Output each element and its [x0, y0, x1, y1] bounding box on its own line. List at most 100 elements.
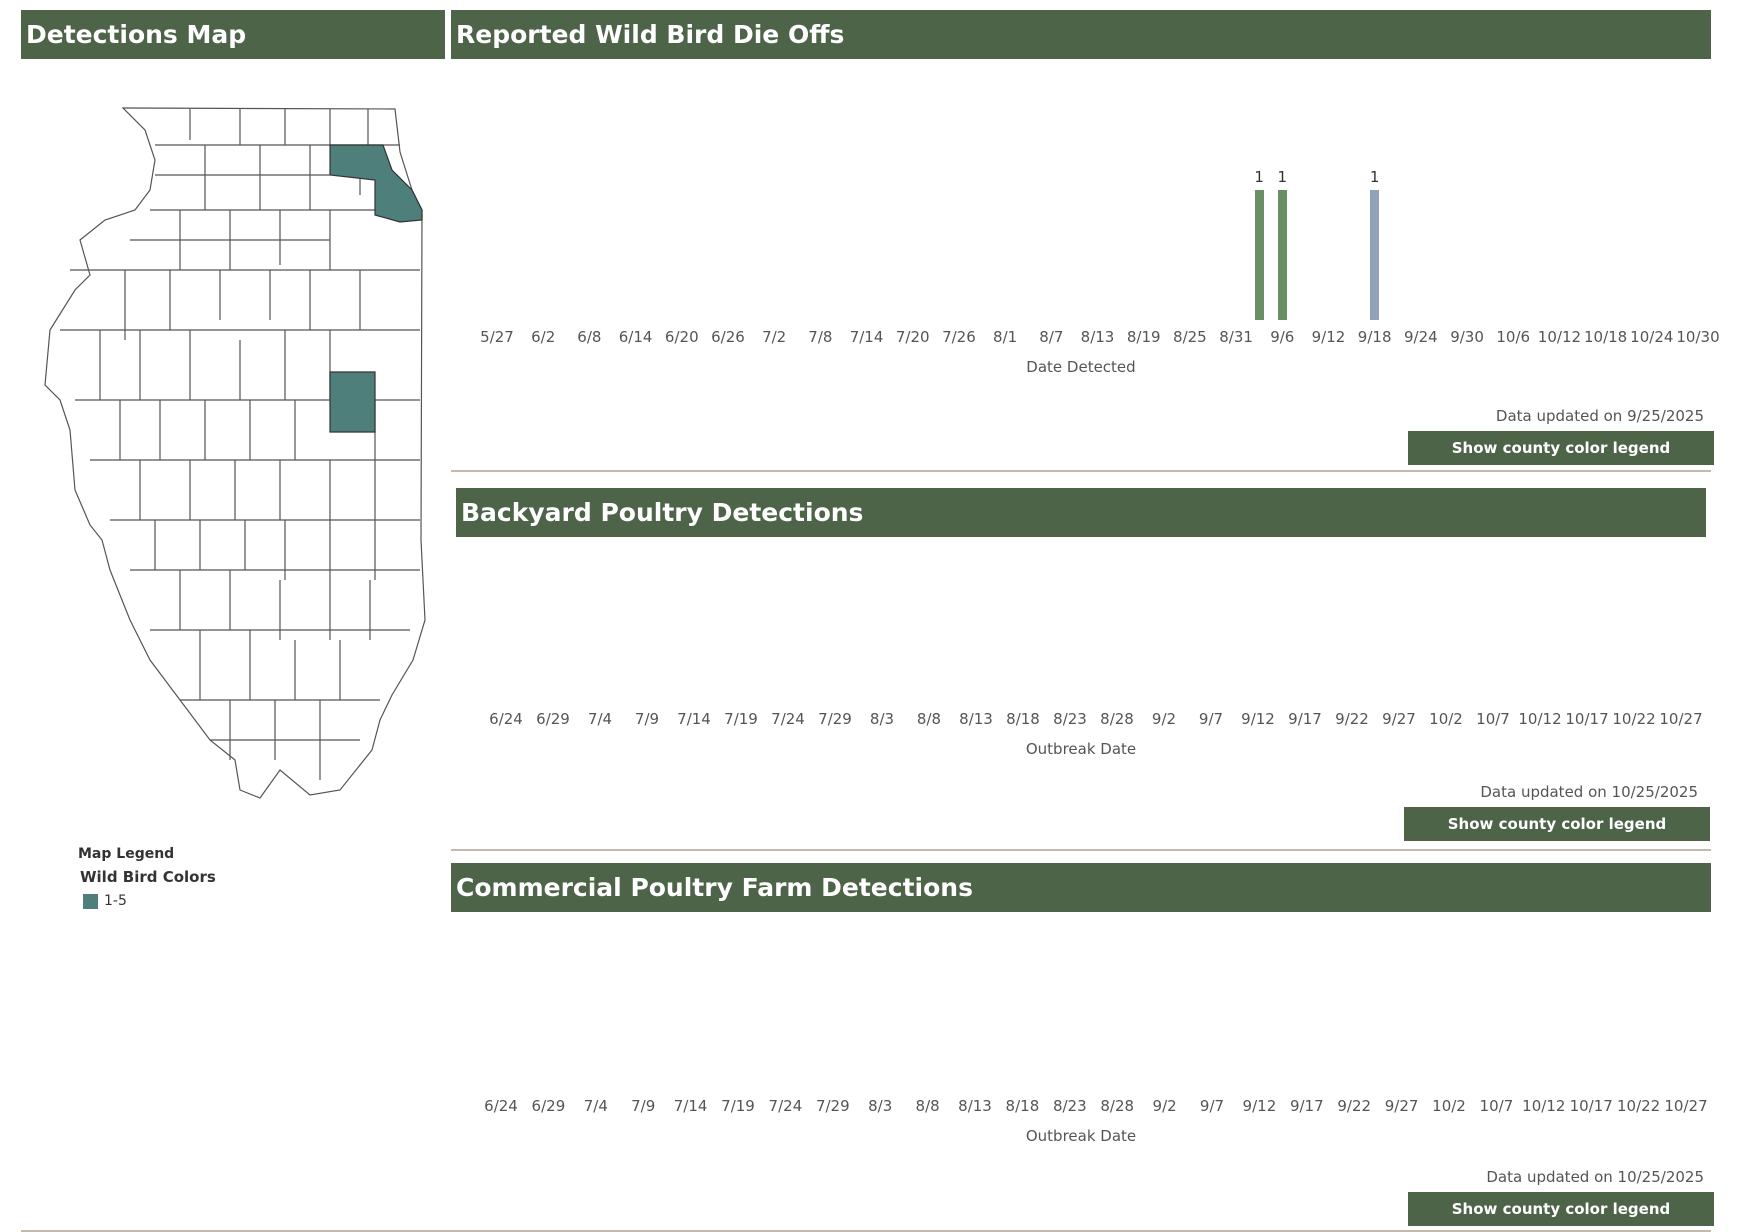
x-tick-label: 10/17 — [1565, 710, 1609, 728]
chart-bar[interactable] — [1370, 190, 1380, 320]
chart-bar[interactable] — [1277, 190, 1287, 320]
x-tick-label: 10/18 — [1583, 328, 1628, 346]
state-outline — [44, 107, 426, 799]
x-tick-label: 8/7 — [1039, 328, 1064, 346]
x-tick-label: 9/22 — [1335, 710, 1369, 728]
x-tick-label: 6/26 — [711, 328, 745, 346]
x-tick-label: 6/2 — [531, 328, 556, 346]
x-tick-label: 10/12 — [1522, 1097, 1566, 1115]
x-tick-label: 7/14 — [849, 328, 884, 346]
wild-bird-updated: Data updated on 9/25/2025 — [1495, 407, 1704, 425]
x-tick-label: 8/28 — [1100, 710, 1134, 728]
x-tick-label: 8/23 — [1053, 710, 1087, 728]
x-tick-label: 7/24 — [768, 1097, 803, 1115]
wild-bird-legend-button[interactable]: Show county color legend — [1408, 431, 1714, 465]
x-tick-label: 9/12 — [1241, 710, 1275, 728]
x-tick-label: 9/12 — [1242, 1097, 1277, 1115]
x-tick-label: 9/22 — [1337, 1097, 1372, 1115]
x-tick-label: 8/23 — [1052, 1097, 1087, 1115]
x-axis-title: Date Detected — [1026, 358, 1136, 376]
backyard-chart: 6/24 6/29 7/4 7/9 7/14 7/19 7/24 7/29 8/3 8/8 8/13… — [451, 550, 1711, 760]
commercial-title: Commercial Poultry Farm Detections — [451, 863, 1711, 912]
x-tick-label: 10/2 — [1429, 710, 1463, 728]
x-tick-label: 6/29 — [531, 1097, 566, 1115]
x-tick-label: 8/31 — [1219, 328, 1253, 346]
x-tick-label: 9/12 — [1311, 328, 1346, 346]
x-tick-label: 8/13 — [1080, 328, 1115, 346]
backyard-title: Backyard Poultry Detections — [456, 488, 1706, 537]
x-tick-label: 10/12 — [1518, 710, 1562, 728]
x-tick-label: 6/24 — [484, 1097, 518, 1115]
backyard-legend-button[interactable]: Show county color legend — [1404, 807, 1710, 841]
x-axis-title: Outbreak Date — [1025, 1127, 1137, 1145]
x-tick-label: 6/8 — [577, 328, 602, 346]
wild-bird-title: Reported Wild Bird Die Offs — [451, 10, 1711, 59]
x-tick-label: 7/29 — [815, 1097, 850, 1115]
commercial-chart: 6/24 6/29 7/4 7/9 7/14 7/19 7/24 7/29 8/3 8/8 8/13… — [451, 925, 1711, 1145]
chart-bar[interactable] — [1254, 190, 1264, 320]
county-champaign[interactable] — [329, 371, 376, 433]
x-tick-label: 9/17 — [1288, 710, 1322, 728]
x-tick-label: 8/3 — [869, 710, 895, 728]
x-tick-label: 7/14 — [677, 710, 711, 728]
divider — [451, 849, 1711, 851]
divider — [451, 470, 1711, 472]
x-tick-label: 7/9 — [631, 1097, 656, 1115]
x-tick-label: 9/2 — [1151, 710, 1177, 728]
x-tick-label: 6/14 — [618, 328, 653, 346]
x-tick-label: 8/25 — [1173, 328, 1207, 346]
x-tick-label: 10/27 — [1664, 1097, 1708, 1115]
bar-value-label: 1 — [1277, 168, 1288, 186]
x-tick-label: 9/7 — [1199, 1097, 1225, 1115]
x-tick-label: 7/29 — [818, 710, 852, 728]
x-axis-title: Outbreak Date — [1025, 740, 1137, 758]
x-tick-label: 10/2 — [1432, 1097, 1466, 1115]
x-tick-label: 8/1 — [993, 328, 1018, 346]
x-tick-label: 10/27 — [1659, 710, 1703, 728]
x-tick-label: 7/24 — [771, 710, 805, 728]
x-tick-label: 7/2 — [762, 328, 787, 346]
x-tick-label: 8/8 — [916, 710, 942, 728]
x-tick-label: 10/6 — [1496, 328, 1531, 346]
county-cook[interactable] — [329, 144, 423, 223]
x-tick-label: 10/17 — [1569, 1097, 1613, 1115]
x-tick-label: 10/24 — [1630, 328, 1674, 346]
x-tick-label: 7/4 — [587, 710, 613, 728]
illinois-county-map[interactable] — [30, 100, 440, 805]
x-tick-label: 8/3 — [868, 1097, 893, 1115]
x-tick-label: 10/22 — [1612, 710, 1656, 728]
county-grid — [44, 107, 426, 799]
x-tick-label: 9/2 — [1152, 1097, 1177, 1115]
x-tick-label: 8/28 — [1100, 1097, 1135, 1115]
divider — [21, 1230, 1711, 1232]
x-tick-label: 5/27 — [480, 328, 514, 346]
x-tick-label: 8/19 — [1126, 328, 1161, 346]
x-tick-label: 9/30 — [1450, 328, 1484, 346]
x-tick-label: 9/6 — [1270, 328, 1295, 346]
map-legend-subtitle: Wild Bird Colors — [80, 868, 216, 886]
bar-value-label: 1 — [1254, 168, 1264, 186]
x-tick-label: 7/19 — [724, 710, 758, 728]
x-tick-label: 8/13 — [958, 1097, 992, 1115]
x-tick-label: 10/12 — [1537, 328, 1582, 346]
x-tick-label: 7/14 — [673, 1097, 708, 1115]
x-tick-label: 6/24 — [489, 710, 523, 728]
commercial-legend-button[interactable]: Show county color legend — [1408, 1192, 1714, 1226]
x-tick-label: 7/26 — [942, 328, 976, 346]
x-tick-label: 7/4 — [583, 1097, 608, 1115]
x-tick-label: 7/20 — [895, 328, 930, 346]
x-tick-label: 7/9 — [634, 710, 660, 728]
x-tick-label: 9/27 — [1384, 1097, 1419, 1115]
bar-value-label: 1 — [1369, 168, 1380, 186]
x-tick-label: 8/8 — [915, 1097, 940, 1115]
x-tick-label: 6/29 — [536, 710, 570, 728]
legend-swatch — [83, 893, 98, 909]
x-tick-label: 7/19 — [721, 1097, 755, 1115]
x-tick-label: 8/13 — [959, 710, 993, 728]
x-tick-label: 6/20 — [664, 328, 699, 346]
map-panel-title: Detections Map — [21, 10, 445, 59]
x-tick-label: 10/30 — [1676, 328, 1720, 346]
wild-bird-chart: 5/27 6/2 6/8 6/14 6/20 6/26 7/2 7/8 7/14 7/20 7/26… — [451, 70, 1719, 390]
x-tick-label: 9/17 — [1289, 1097, 1324, 1115]
x-tick-label: 9/7 — [1198, 710, 1224, 728]
